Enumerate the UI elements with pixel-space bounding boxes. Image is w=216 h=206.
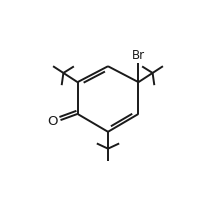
Text: Br: Br	[132, 49, 145, 62]
Text: O: O	[47, 114, 58, 127]
